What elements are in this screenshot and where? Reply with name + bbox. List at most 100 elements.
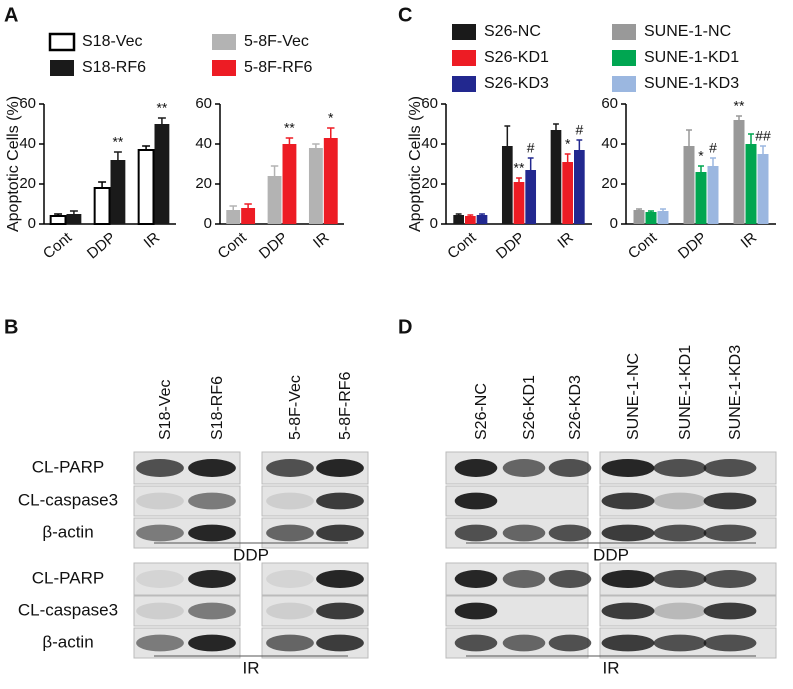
error-bar [576,139,583,150]
x-tick-label: IR [738,229,761,252]
y-tick-label: 40 [601,135,618,152]
blot-band [703,524,757,542]
error-bar [686,129,692,146]
panel-letter: B [4,316,18,338]
annotation: * [565,136,571,152]
lane-label: S18-RF6 [209,376,226,440]
legend-label: 5-8F-Vec [244,33,309,50]
blot-band [548,524,592,542]
condition-label: DDP [593,545,629,564]
bar [241,208,256,224]
annotation: ** [112,134,123,150]
legend-label: SUNE-1-KD1 [644,49,739,66]
bar [66,214,82,224]
y-tick-label: 0 [430,215,438,232]
error-bar [564,153,571,162]
blot-band [188,570,236,588]
condition-label: IR [603,658,620,677]
legend-swatch [452,24,476,40]
legend-swatch [612,76,636,92]
error-bar [760,145,766,154]
blot-band [601,524,655,542]
x-tick-label: DDP [84,229,119,262]
blot-band [454,602,498,620]
x-tick-label: DDP [256,229,291,262]
error-bar [244,203,252,208]
blot-band [188,492,236,510]
bar [501,146,513,224]
blot-band [316,634,364,652]
bar [154,124,170,224]
legend-swatch [212,34,236,50]
blot-band [502,459,546,477]
legend-swatch [612,24,636,40]
lane-label: 5-8F-RF6 [337,371,354,440]
blot-band [454,570,498,588]
row-label: CL-PARP [32,457,104,476]
error-bar [648,210,654,212]
bar [695,172,707,224]
panel-letter: D [398,316,412,338]
error-bar [710,157,716,166]
blot-band [136,602,184,620]
annotation: # [709,140,717,156]
error-bar [479,213,485,215]
blot-band [316,602,364,620]
blot-band [454,459,498,477]
legend-label: S18-Vec [82,33,142,50]
annotation: # [527,140,535,156]
lane-label: SUNE-1-KD1 [677,345,694,440]
legend-swatch [212,60,236,76]
y-axis-label: Apoptotic Cells (%) [5,96,22,232]
y-tick-label: 60 [19,95,36,112]
blot-band [502,634,546,652]
bar [93,187,111,225]
lane-label: S26-NC [473,383,490,440]
error-bar [229,205,237,210]
row-label: β-actin [42,632,93,651]
bar [574,150,585,224]
x-tick-label: Cont [444,229,480,263]
bar [683,146,695,224]
blot-band [188,524,236,542]
x-tick-label: IR [141,229,164,252]
y-tick-label: 0 [28,215,36,232]
y-tick-label: 40 [19,135,36,152]
legend-swatch [50,60,74,76]
x-tick-label: DDP [675,229,710,262]
blot-band [653,492,707,510]
blot-band [266,492,314,510]
error-bar [312,143,320,148]
x-tick-label: DDP [493,229,528,262]
blot-band [703,602,757,620]
legend-label: SUNE-1-NC [644,23,731,40]
row-label: CL-caspase3 [18,490,118,509]
lane-label: 5-8F-Vec [287,375,304,440]
blot-band [316,492,364,510]
blot-band [454,524,498,542]
legend-label: 5-8F-RF6 [244,59,313,76]
error-bar [527,157,534,170]
bar [464,216,476,224]
bar [645,212,657,224]
blot-band [601,459,655,477]
bar [513,182,525,224]
legend-swatch [612,50,636,66]
error-bar [54,213,63,216]
bar [562,162,574,224]
legend-swatch [452,76,476,92]
blot-band [266,570,314,588]
error-bar [285,137,294,144]
error-bar [748,133,754,144]
error-bar [113,151,122,160]
bar [49,215,67,225]
y-tick-label: 20 [421,175,438,192]
blot-band [548,459,592,477]
bar [757,154,769,224]
y-tick-label: 20 [19,175,36,192]
blot-band [548,634,592,652]
annotation: ** [734,98,745,114]
y-tick-label: 20 [601,175,618,192]
panel-letter: A [4,4,18,26]
x-tick-label: Cont [40,229,76,263]
